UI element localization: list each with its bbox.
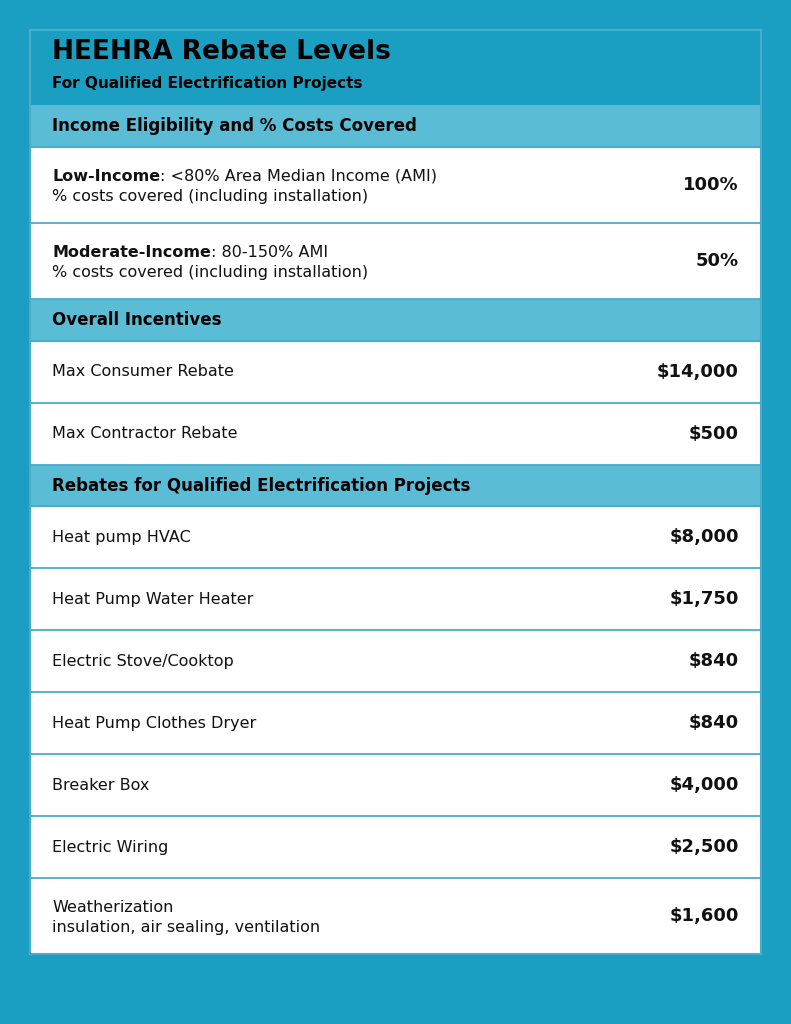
- Text: : 80-150% AMI: : 80-150% AMI: [211, 245, 328, 260]
- Text: $14,000: $14,000: [657, 362, 739, 381]
- Text: Heat Pump Clothes Dryer: Heat Pump Clothes Dryer: [52, 716, 256, 731]
- Text: Electric Wiring: Electric Wiring: [52, 840, 168, 855]
- Bar: [30, 341, 761, 402]
- Bar: [30, 104, 761, 146]
- Text: HEEHRA Rebate Levels: HEEHRA Rebate Levels: [52, 40, 391, 66]
- Text: $1,600: $1,600: [670, 907, 739, 925]
- Text: : <80% Area Median Income (AMI): : <80% Area Median Income (AMI): [160, 169, 437, 184]
- Text: 50%: 50%: [696, 252, 739, 269]
- Text: insulation, air sealing, ventilation: insulation, air sealing, ventilation: [52, 921, 320, 935]
- Bar: [30, 30, 761, 104]
- Text: $500: $500: [689, 425, 739, 442]
- Text: $4,000: $4,000: [670, 776, 739, 795]
- Text: % costs covered (including installation): % costs covered (including installation): [52, 265, 368, 280]
- Text: Moderate-Income: Moderate-Income: [52, 245, 211, 260]
- Bar: [30, 299, 761, 341]
- Bar: [30, 507, 761, 568]
- Text: Weatherization: Weatherization: [52, 900, 173, 915]
- Text: $2,500: $2,500: [670, 838, 739, 856]
- Bar: [30, 146, 761, 223]
- Text: $840: $840: [689, 652, 739, 671]
- Text: Heat pump HVAC: Heat pump HVAC: [52, 530, 191, 545]
- Text: Rebates for Qualified Electrification Projects: Rebates for Qualified Electrification Pr…: [52, 476, 471, 495]
- Text: For Qualified Electrification Projects: For Qualified Electrification Projects: [52, 77, 362, 91]
- Bar: [30, 692, 761, 755]
- Text: $840: $840: [689, 715, 739, 732]
- Text: Overall Incentives: Overall Incentives: [52, 310, 221, 329]
- Text: Electric Stove/Cooktop: Electric Stove/Cooktop: [52, 653, 234, 669]
- Bar: [30, 465, 761, 507]
- Text: Max Contractor Rebate: Max Contractor Rebate: [52, 426, 237, 441]
- Bar: [30, 755, 761, 816]
- Text: Breaker Box: Breaker Box: [52, 777, 149, 793]
- Bar: [30, 816, 761, 879]
- Bar: [30, 223, 761, 299]
- Text: Income Eligibility and % Costs Covered: Income Eligibility and % Costs Covered: [52, 117, 417, 135]
- Text: % costs covered (including installation): % costs covered (including installation): [52, 189, 368, 204]
- Bar: [30, 402, 761, 465]
- Bar: [30, 631, 761, 692]
- Text: Low-Income: Low-Income: [52, 169, 160, 184]
- Text: $8,000: $8,000: [669, 528, 739, 547]
- Text: 100%: 100%: [683, 176, 739, 194]
- Bar: [30, 568, 761, 631]
- Text: Max Consumer Rebate: Max Consumer Rebate: [52, 365, 234, 379]
- Text: Heat Pump Water Heater: Heat Pump Water Heater: [52, 592, 253, 607]
- Text: $1,750: $1,750: [670, 591, 739, 608]
- Bar: [30, 879, 761, 954]
